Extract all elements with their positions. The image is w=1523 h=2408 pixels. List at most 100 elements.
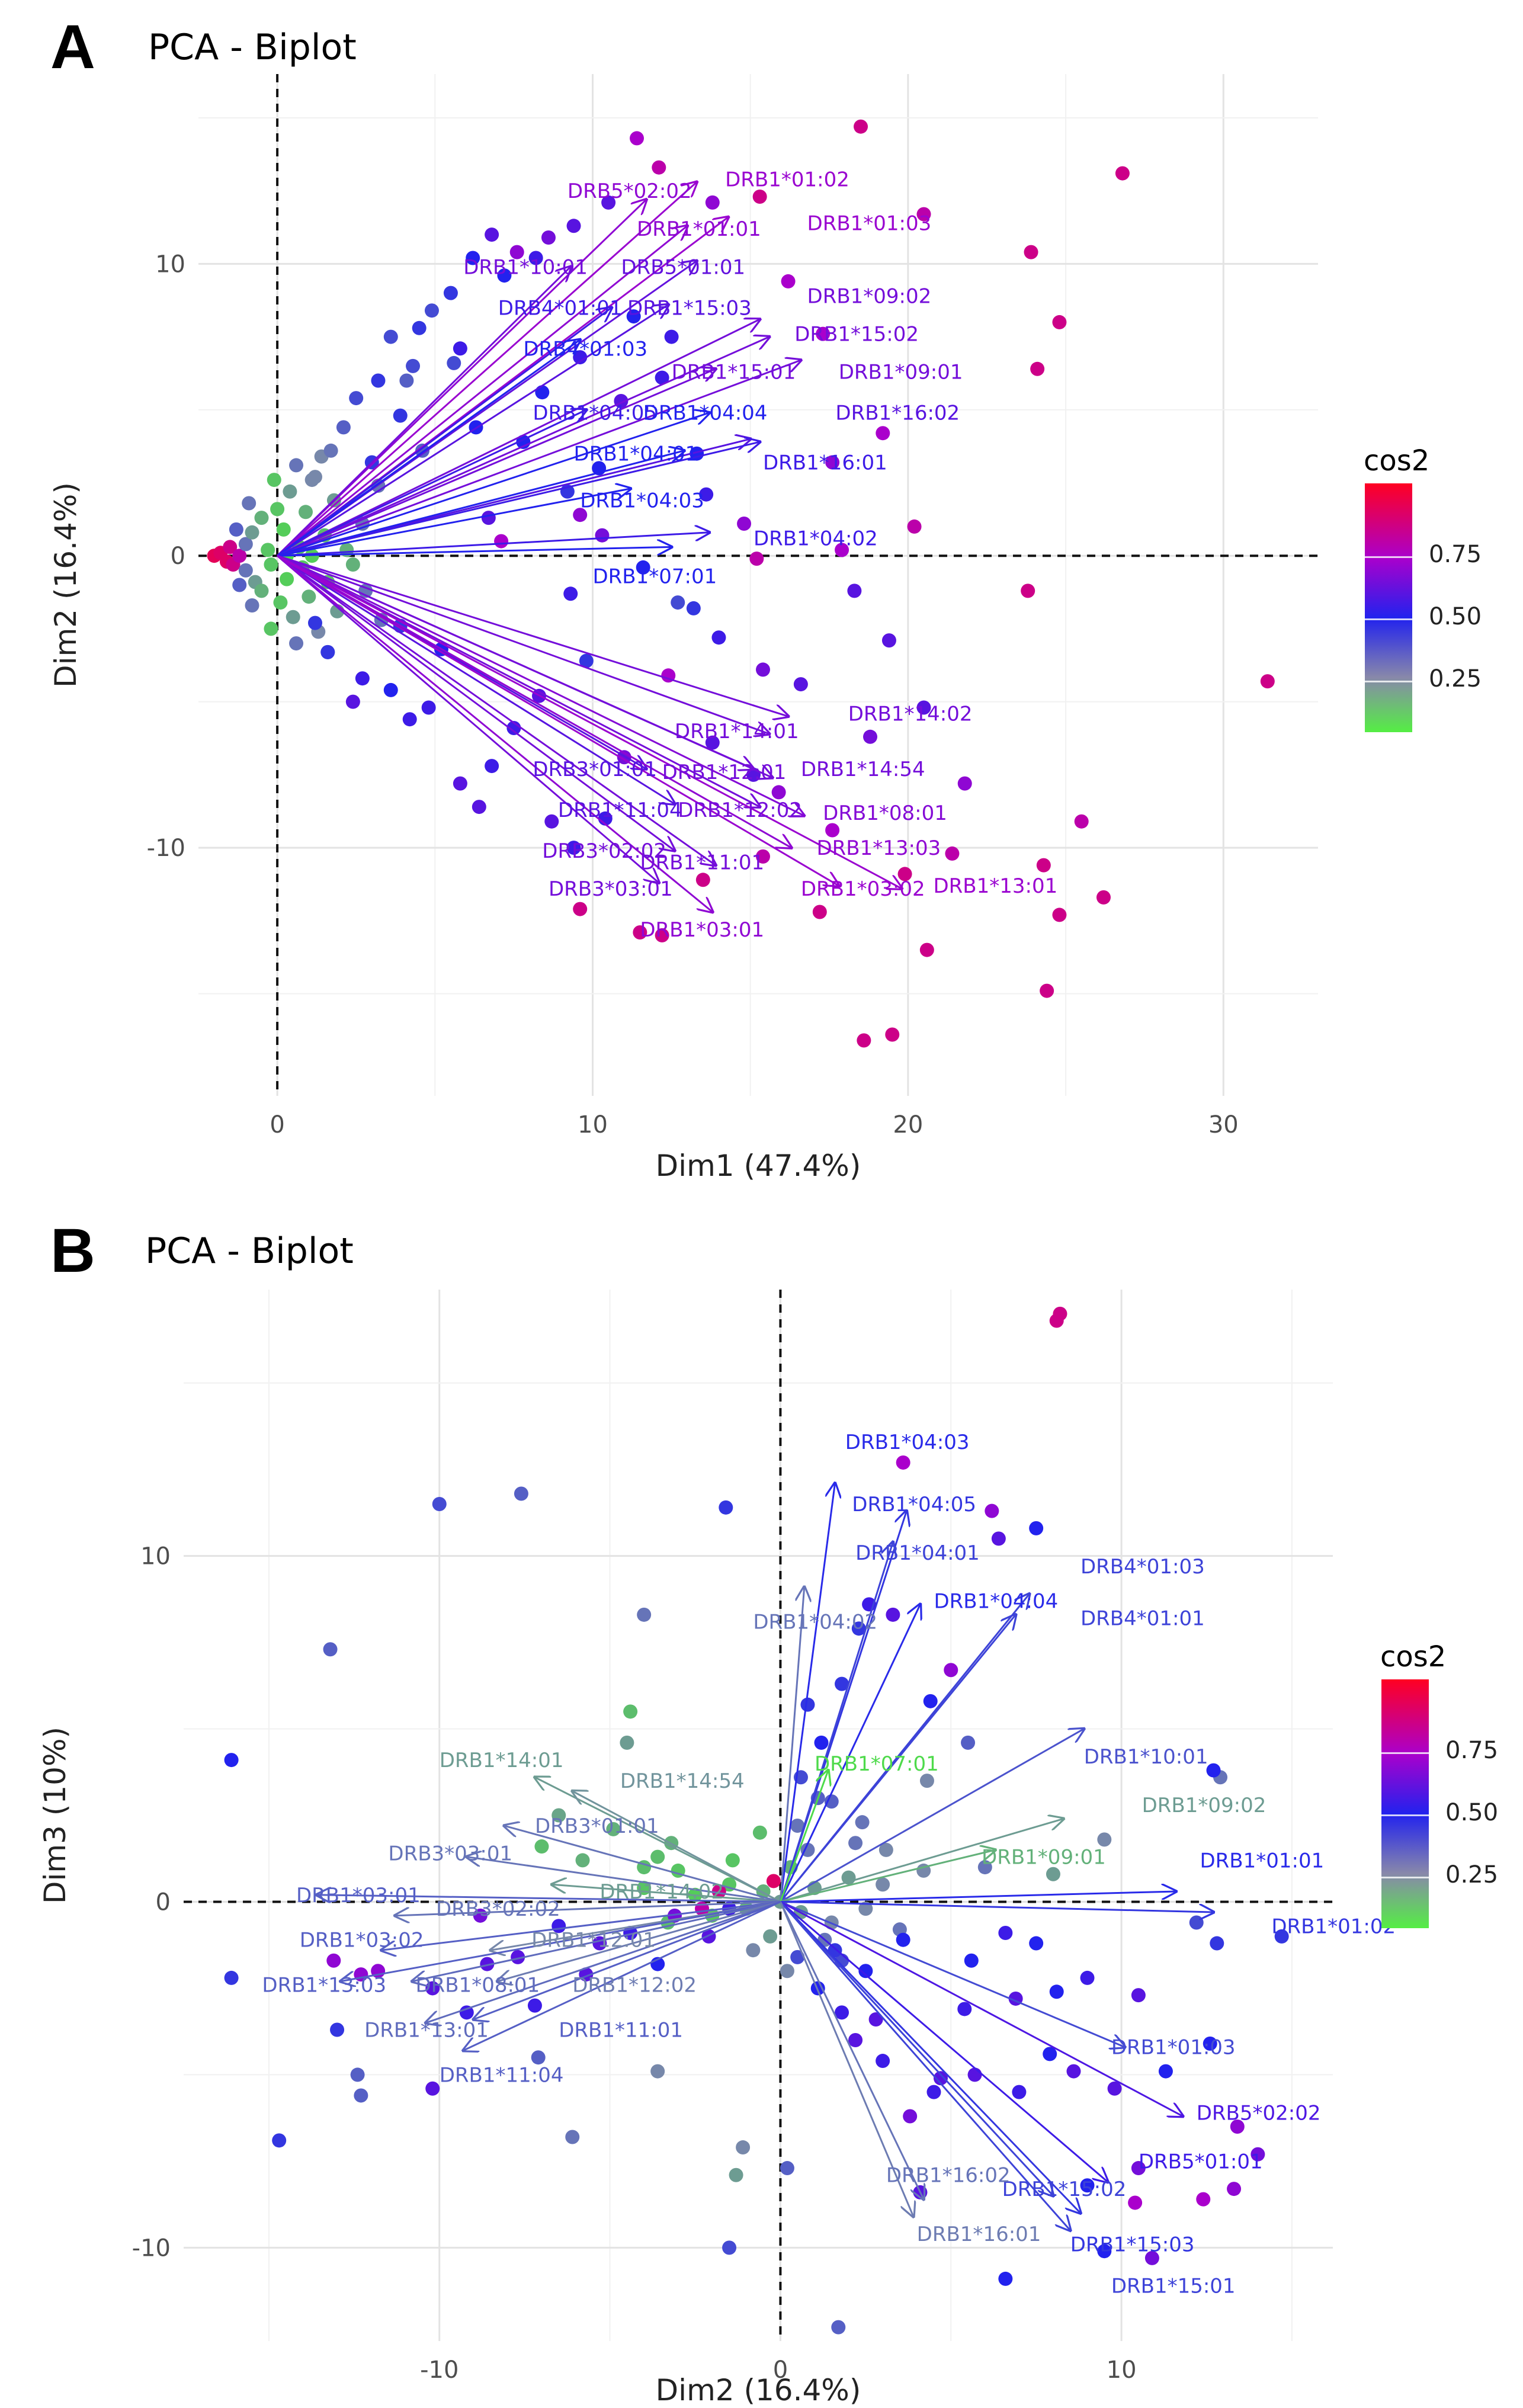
data-point — [224, 1753, 239, 1768]
x-axis-label: Dim2 (16.4%) — [656, 2373, 861, 2407]
variable-labels: DRB1*04:03 DRB1*04:05 DRB1*04:01 DRB4*01:03… — [262, 1431, 1396, 2298]
data-point — [453, 341, 467, 356]
data-point — [933, 2071, 948, 2086]
variable-label: DRB1*11:04 — [558, 799, 682, 822]
data-point — [711, 1884, 726, 1899]
variable-label: DRB5*01:01 — [621, 255, 745, 279]
legend-tick-label: 0.25 — [1445, 1861, 1499, 1888]
variable-arrow — [277, 307, 611, 557]
data-point — [991, 1531, 1006, 1546]
data-point — [695, 873, 710, 887]
data-point — [1066, 2064, 1081, 2079]
variable-label: DRB1*13:01 — [933, 874, 1057, 898]
variable-label: DRB5*02:02 — [567, 179, 692, 203]
data-point — [481, 511, 496, 525]
data-point — [1203, 2036, 1217, 2051]
biplot-b: -10 0 10 -10 0 10 Dim2 (16.4%) Dim3 (10%) DRB1*0… — [38, 1290, 1396, 2407]
variable-label: DRB1*12:01 — [662, 761, 787, 784]
variable-label: DRB1*10:01 — [463, 255, 588, 279]
data-point — [771, 785, 786, 800]
data-point — [944, 1663, 958, 1678]
variable-label: DRB1*12:02 — [572, 1974, 697, 1997]
data-point — [245, 598, 259, 613]
data-point — [1260, 674, 1275, 689]
data-point — [383, 682, 398, 697]
variable-arrow — [780, 1615, 1015, 1903]
variable-arrow — [277, 337, 769, 557]
panel-a: A PCA - Biplot 0 10 20 30 -10 0 10 Dim1 (47.4%)… — [49, 12, 1482, 1183]
data-point — [299, 505, 313, 520]
data-point — [916, 207, 931, 222]
data-point — [1080, 2178, 1095, 2193]
data-point — [1049, 1984, 1064, 1999]
colorbar-tickmark — [1381, 1752, 1429, 1754]
data-point — [1029, 1521, 1044, 1535]
variable-arrow — [780, 1901, 1070, 2230]
data-point — [855, 1815, 870, 1830]
data-point — [1107, 2081, 1122, 2096]
variable-label: DRB1*04:02 — [753, 1611, 877, 1634]
variable-label: DRB3*01:01 — [535, 1814, 659, 1838]
variable-label: DRB1*04:03 — [845, 1431, 970, 1454]
data-point — [541, 230, 556, 245]
variable-label: DRB1*04:02 — [754, 527, 878, 551]
variable-label: DRB5*01:01 — [1139, 2150, 1263, 2173]
y-tick-label: -10 — [147, 835, 185, 862]
data-point — [876, 1877, 890, 1892]
variable-label: DRB1*16:02 — [886, 2164, 1011, 2188]
data-point — [544, 814, 559, 829]
data-point — [957, 2002, 972, 2016]
data-point — [238, 537, 253, 552]
variable-label: DRB1*09:02 — [807, 285, 932, 309]
variable-label: DRB3*03:01 — [388, 1842, 512, 1866]
variable-label: DRB1*07:01 — [592, 565, 717, 589]
variable-label: DRB1*15:03 — [627, 296, 752, 320]
legend-tick-label: 0.50 — [1445, 1799, 1499, 1826]
data-point — [848, 2033, 863, 2048]
data-point — [926, 2085, 941, 2099]
legend-tick-label: 0.75 — [1429, 541, 1482, 568]
variable-arrow — [277, 554, 804, 816]
data-point — [270, 502, 285, 517]
data-point — [896, 1932, 910, 1947]
legend-title: cos2 — [1364, 444, 1430, 477]
variable-label: DRB1*16:01 — [763, 451, 887, 475]
x-axis-label: Dim1 (47.4%) — [656, 1149, 861, 1183]
data-point — [633, 925, 647, 940]
data-point — [961, 1735, 976, 1750]
data-point — [851, 1621, 866, 1636]
data-point — [1024, 245, 1038, 259]
variable-arrow — [426, 1901, 781, 2022]
data-point — [1227, 2182, 1242, 2197]
data-point — [1097, 2244, 1112, 2259]
variable-arrow — [341, 1900, 781, 1981]
data-point — [630, 131, 645, 146]
variable-label: DRB1*15:01 — [672, 361, 796, 384]
data-point — [511, 1950, 525, 1964]
variable-arrow — [467, 1857, 781, 1903]
variable-arrow — [277, 554, 769, 734]
variable-arrow — [381, 1900, 781, 1950]
data-point — [1074, 814, 1089, 829]
variable-label: DRB1*11:01 — [640, 851, 764, 875]
data-point — [876, 426, 890, 441]
data-point — [289, 458, 304, 473]
data-point — [831, 2320, 846, 2335]
variable-arrow — [277, 410, 586, 557]
data-point — [238, 563, 253, 578]
variable-label: DRB1*01:02 — [725, 168, 849, 191]
data-point — [1131, 2161, 1146, 2176]
data-point — [224, 1970, 239, 1985]
variable-label: DRB3*01:01 — [533, 758, 657, 781]
data-point — [998, 2271, 1013, 2286]
variable-label: DRB1*04:04 — [643, 402, 768, 425]
variable-arrow — [277, 554, 772, 778]
data-point — [497, 268, 512, 283]
x-tick-label: 0 — [270, 1111, 284, 1139]
data-point — [1052, 315, 1067, 329]
data-point — [650, 2064, 665, 2079]
data-point — [280, 572, 294, 586]
data-point — [286, 610, 300, 624]
variable-labels: DRB5*02:02 DRB1*01:02 DRB1*01:01 DRB1*01:03… — [463, 168, 1057, 942]
variable-label: DRB1*15:02 — [1002, 2178, 1127, 2201]
